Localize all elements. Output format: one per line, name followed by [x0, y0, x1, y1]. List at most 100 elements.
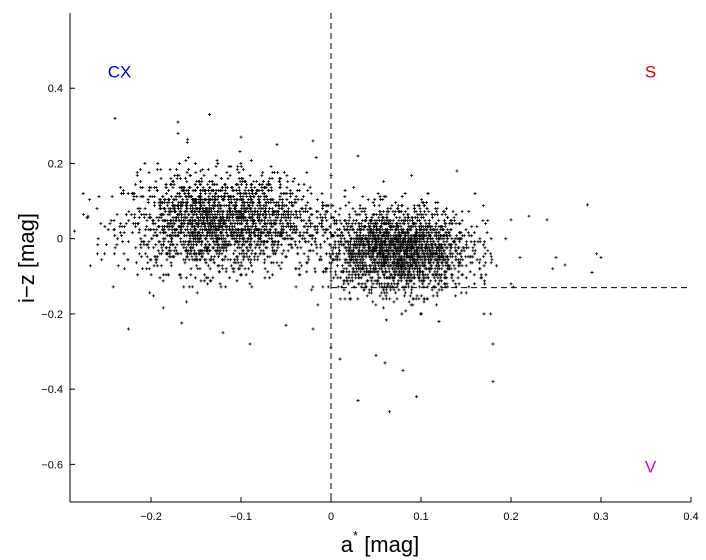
data-point — [416, 249, 420, 253]
data-point — [364, 219, 368, 223]
data-point — [194, 201, 198, 205]
data-point — [221, 237, 225, 241]
data-point — [219, 222, 223, 226]
data-point — [103, 252, 107, 256]
data-point — [263, 210, 267, 214]
data-point — [183, 261, 187, 265]
data-point — [174, 210, 178, 214]
data-point — [407, 225, 411, 229]
data-point — [209, 255, 213, 259]
data-point — [126, 192, 130, 196]
data-point — [206, 264, 210, 268]
data-point — [233, 207, 237, 211]
data-point — [405, 279, 409, 283]
data-point — [268, 213, 272, 217]
data-point — [473, 240, 477, 244]
data-point — [322, 270, 326, 274]
data-point — [315, 252, 319, 256]
data-point — [373, 279, 377, 283]
data-point — [118, 225, 122, 229]
data-point — [446, 237, 450, 241]
data-point — [361, 267, 365, 271]
data-point — [169, 261, 173, 265]
y-tick-label: 0.4 — [48, 83, 63, 95]
data-point — [388, 297, 392, 301]
data-point — [321, 225, 325, 229]
data-point — [360, 258, 364, 262]
data-point — [226, 234, 230, 238]
data-point — [224, 186, 228, 190]
data-point — [248, 261, 252, 265]
data-point — [439, 276, 443, 280]
data-point — [289, 222, 293, 226]
data-point — [459, 237, 463, 241]
data-point — [212, 255, 216, 259]
data-point — [405, 231, 409, 235]
data-point — [291, 180, 295, 184]
data-point — [289, 210, 293, 214]
data-point — [204, 213, 208, 217]
data-point — [198, 237, 202, 241]
data-point — [378, 294, 382, 298]
data-point — [186, 243, 190, 247]
data-point — [243, 267, 247, 271]
data-point — [382, 195, 386, 199]
data-point — [586, 203, 589, 207]
data-point — [214, 189, 218, 193]
data-point — [406, 240, 410, 244]
data-point — [225, 210, 229, 214]
data-point — [346, 246, 350, 250]
data-point — [364, 255, 368, 259]
data-point — [362, 252, 366, 256]
data-point — [295, 189, 299, 193]
data-point — [188, 246, 192, 250]
data-point — [328, 252, 332, 256]
data-point — [218, 213, 222, 217]
data-point — [180, 225, 184, 229]
data-point — [122, 231, 126, 235]
data-point — [373, 198, 377, 202]
data-point — [408, 258, 412, 262]
data-point — [350, 276, 354, 280]
data-point — [166, 273, 170, 277]
data-point — [223, 255, 227, 259]
data-point — [305, 231, 309, 235]
data-point — [203, 210, 207, 214]
data-point — [272, 219, 276, 223]
data-point — [141, 267, 145, 271]
data-point — [206, 276, 210, 280]
data-point — [182, 285, 186, 289]
data-point — [343, 195, 347, 199]
data-point — [295, 228, 299, 232]
data-point — [206, 252, 210, 256]
data-point — [415, 231, 419, 235]
data-point — [511, 285, 515, 289]
data-point — [199, 177, 203, 181]
data-point — [292, 222, 296, 226]
data-point — [207, 231, 211, 235]
data-point — [331, 258, 335, 262]
data-point — [418, 231, 422, 235]
data-point — [159, 177, 163, 181]
data-point — [277, 264, 281, 268]
data-point — [518, 256, 522, 259]
data-point — [169, 195, 173, 199]
data-point — [152, 204, 156, 208]
data-point — [443, 225, 447, 229]
data-point — [342, 267, 346, 271]
data-point — [431, 294, 435, 298]
data-point — [256, 240, 260, 244]
data-point — [595, 252, 598, 256]
data-point — [374, 353, 378, 357]
data-point — [229, 164, 233, 168]
data-point — [305, 170, 309, 174]
data-point — [153, 255, 157, 259]
data-point — [239, 213, 243, 217]
data-point — [159, 252, 163, 256]
data-point — [478, 258, 482, 262]
data-point — [186, 155, 190, 159]
data-point — [434, 222, 438, 226]
data-point — [190, 285, 194, 289]
data-point — [224, 231, 228, 235]
data-point — [412, 207, 416, 211]
